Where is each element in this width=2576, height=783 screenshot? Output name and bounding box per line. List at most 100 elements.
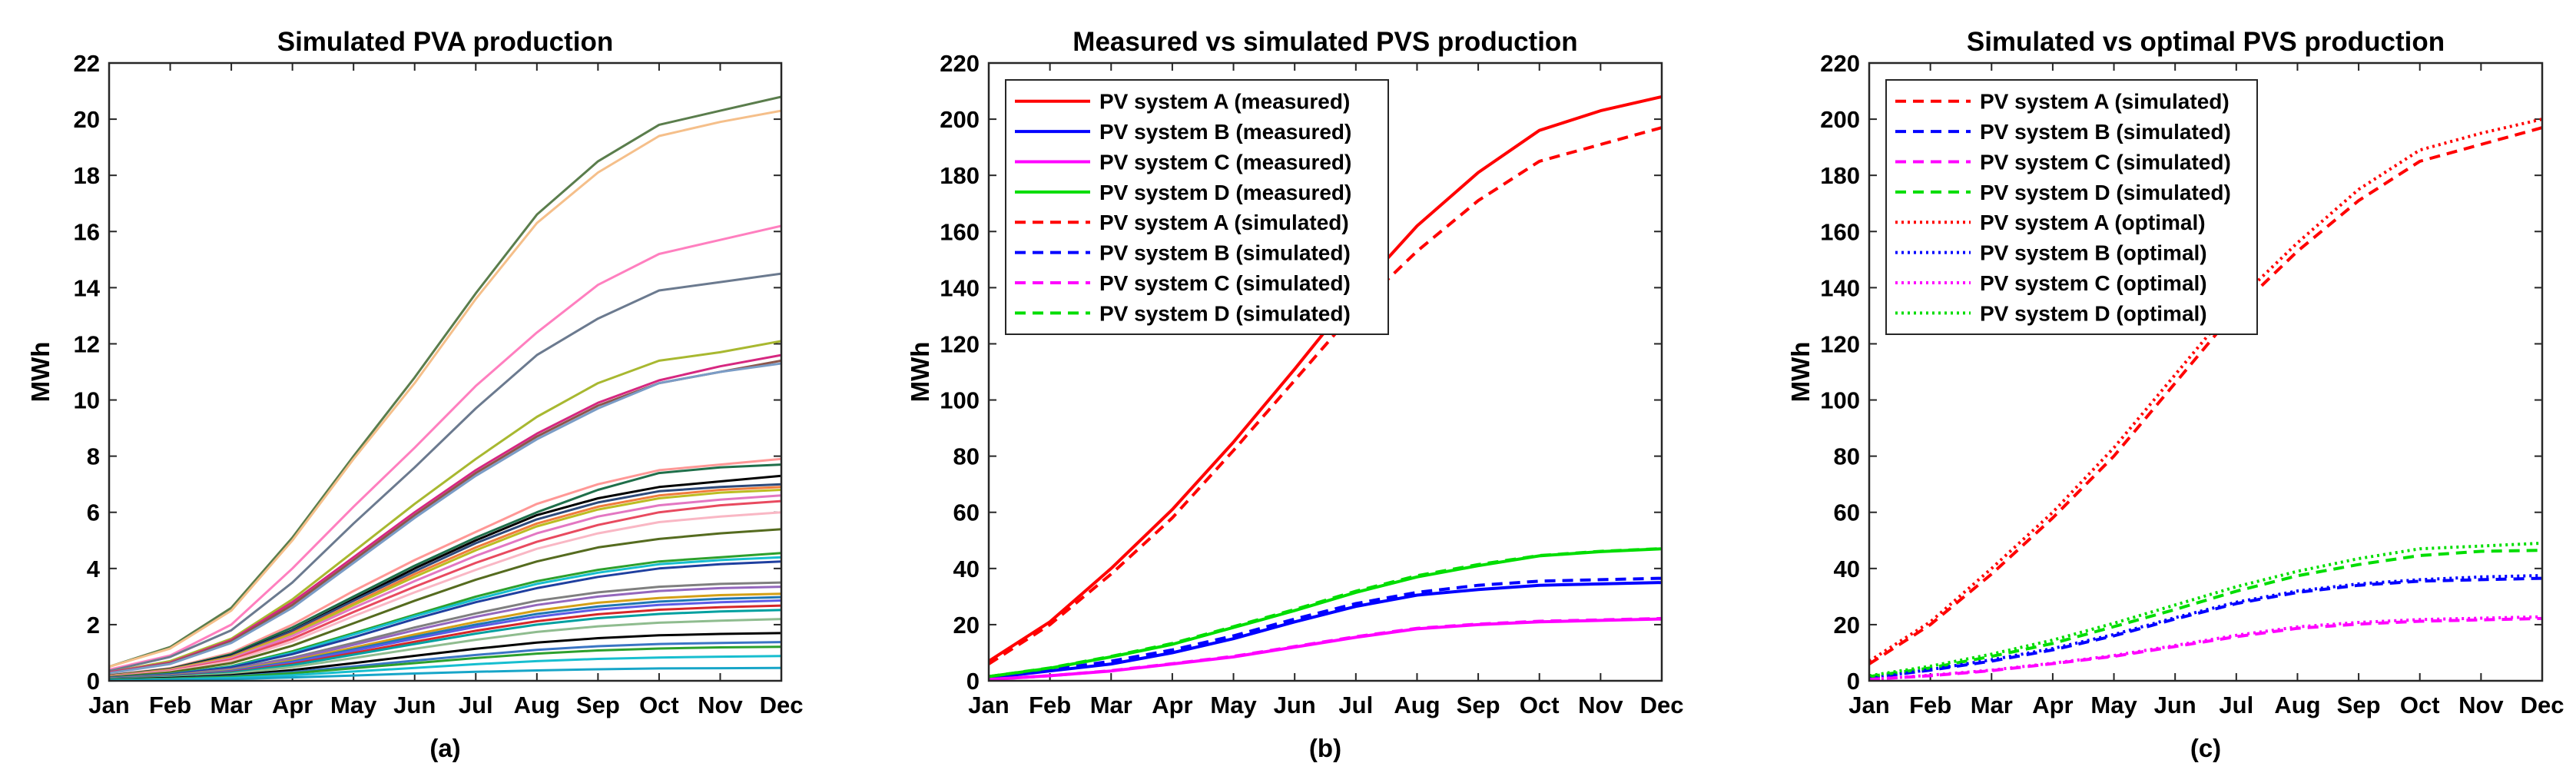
legend-entry-4: PV system D (measured) bbox=[1099, 181, 1351, 204]
legend-entry-5: PV system A (simulated) bbox=[1099, 211, 1349, 234]
legend-entry-2: PV system B (measured) bbox=[1099, 120, 1351, 144]
series-line-2 bbox=[108, 109, 782, 669]
legend-entry-7: PV system C (simulated) bbox=[1099, 271, 1351, 295]
series-line-5 bbox=[987, 126, 1663, 665]
series-line-7 bbox=[108, 359, 782, 675]
y-tick-label: 160 bbox=[940, 218, 980, 245]
series-line-8 bbox=[108, 362, 782, 675]
x-tick-label: Jan bbox=[968, 692, 1009, 718]
x-tick-label: May bbox=[2090, 692, 2137, 718]
x-tick-label: Apr bbox=[272, 692, 313, 718]
x-tick-label: Jun bbox=[2154, 692, 2196, 718]
y-tick-label: 8 bbox=[87, 443, 100, 470]
y-tick-label: 0 bbox=[87, 668, 100, 695]
series-line-4 bbox=[108, 272, 782, 672]
y-tick-label: 220 bbox=[940, 50, 980, 77]
legend-entry-3: PV system C (simulated) bbox=[1980, 150, 2231, 174]
plot-area-frame bbox=[1868, 61, 2544, 682]
series-line-5 bbox=[1868, 118, 2543, 663]
legend-entry-1: PV system A (simulated) bbox=[1980, 90, 2230, 114]
legend-entry-6: PV system B (simulated) bbox=[1099, 241, 1351, 265]
y-tick-label: 40 bbox=[1834, 556, 1860, 582]
series-line-2 bbox=[988, 581, 1663, 680]
y-tick-label: 22 bbox=[74, 50, 100, 77]
x-tick-label: Nov bbox=[1578, 692, 1623, 718]
y-tick-label: 140 bbox=[1820, 274, 1860, 301]
y-tick-label: 60 bbox=[1834, 499, 1860, 526]
x-tick-label: Dec bbox=[760, 692, 804, 718]
x-tick-label: Aug bbox=[1394, 692, 1440, 718]
y-tick-label: 60 bbox=[953, 499, 980, 526]
x-tick-label: Nov bbox=[2458, 692, 2504, 718]
y-tick-label: 18 bbox=[74, 162, 100, 189]
y-tick-label: 6 bbox=[87, 499, 100, 526]
y-tick-label: 0 bbox=[1847, 668, 1860, 695]
series-line-16 bbox=[108, 499, 782, 678]
series-line-7 bbox=[1868, 615, 2543, 682]
chart-panel-2: Measured vs simulated PVS production 0 20 4… bbox=[906, 27, 1683, 762]
series-line-1 bbox=[1868, 126, 2543, 665]
series-line-2 bbox=[1868, 576, 2543, 680]
x-tick-label: Feb bbox=[1909, 692, 1951, 718]
legend-entry-8: PV system D (simulated) bbox=[1099, 301, 1351, 325]
series-line-8 bbox=[1868, 541, 2543, 678]
legend-entry-8: PV system D (optimal) bbox=[1980, 301, 2207, 325]
panel-label: (c) bbox=[2190, 734, 2221, 762]
series-line-34 bbox=[108, 666, 782, 682]
series-line-3 bbox=[988, 617, 1663, 682]
series-line-15 bbox=[108, 494, 782, 678]
legend-entry-6: PV system B (optimal) bbox=[1980, 241, 2207, 265]
plot-area-frame bbox=[987, 61, 1663, 682]
y-axis-label: MWh bbox=[1786, 342, 1815, 403]
x-tick-label: Jan bbox=[1848, 692, 1889, 718]
y-tick-label: 12 bbox=[74, 330, 100, 357]
y-tick-label: 220 bbox=[1820, 50, 1860, 77]
x-tick-label: Sep bbox=[1457, 692, 1500, 718]
x-tick-label: Feb bbox=[1029, 692, 1071, 718]
series-line-29 bbox=[108, 618, 782, 681]
y-tick-label: 120 bbox=[940, 330, 980, 357]
chart-title: Simulated vs optimal PVS production bbox=[1967, 27, 2445, 57]
series-line-17 bbox=[108, 511, 782, 678]
x-tick-label: Mar bbox=[1971, 692, 2013, 718]
series-line-3 bbox=[1868, 616, 2543, 682]
series-line-9 bbox=[108, 457, 782, 677]
series-line-6 bbox=[988, 576, 1663, 680]
x-tick-label: Mar bbox=[211, 692, 253, 718]
x-tick-label: Oct bbox=[2400, 692, 2440, 718]
y-tick-label: 200 bbox=[1820, 106, 1860, 133]
y-tick-label: 4 bbox=[87, 556, 101, 582]
x-tick-label: Jan bbox=[88, 692, 129, 718]
y-tick-label: 20 bbox=[953, 612, 980, 639]
y-tick-label: 100 bbox=[1820, 387, 1860, 414]
x-tick-label: Jul bbox=[459, 692, 493, 718]
chart-title: Simulated PVA production bbox=[277, 27, 614, 57]
series-line-5 bbox=[108, 340, 782, 674]
x-tick-label: Nov bbox=[698, 692, 743, 718]
y-tick-label: 140 bbox=[940, 274, 980, 301]
legend: PV system A (simulated) PV system B (simu… bbox=[1885, 79, 2258, 335]
x-tick-label: Dec bbox=[1640, 692, 1684, 718]
x-tick-label: Aug bbox=[2274, 692, 2320, 718]
series-line-4 bbox=[1868, 549, 2543, 678]
y-tick-label: 200 bbox=[940, 106, 980, 133]
legend-entry-5: PV system A (optimal) bbox=[1980, 211, 2206, 234]
series-line-18 bbox=[108, 528, 782, 678]
series-line-21 bbox=[108, 560, 782, 679]
legend-entry-7: PV system C (optimal) bbox=[1980, 271, 2207, 295]
x-tick-label: Feb bbox=[149, 692, 191, 718]
y-tick-label: 16 bbox=[74, 218, 100, 245]
x-tick-label: Jun bbox=[393, 692, 436, 718]
y-axis-label: MWh bbox=[26, 342, 55, 403]
legend-entry-2: PV system B (simulated) bbox=[1980, 120, 2231, 144]
x-tick-label: Jun bbox=[1274, 692, 1316, 718]
plot-area-frame bbox=[108, 61, 783, 682]
x-tick-label: Dec bbox=[2521, 692, 2564, 718]
panel-label: (a) bbox=[429, 734, 460, 762]
legend-entry-3: PV system C (measured) bbox=[1099, 150, 1351, 174]
x-tick-label: May bbox=[330, 692, 377, 718]
legend: PV system A (measured) PV system B (measu… bbox=[1005, 79, 1389, 335]
x-tick-label: Jul bbox=[1338, 692, 1373, 718]
panel-label: (b) bbox=[1309, 734, 1341, 762]
